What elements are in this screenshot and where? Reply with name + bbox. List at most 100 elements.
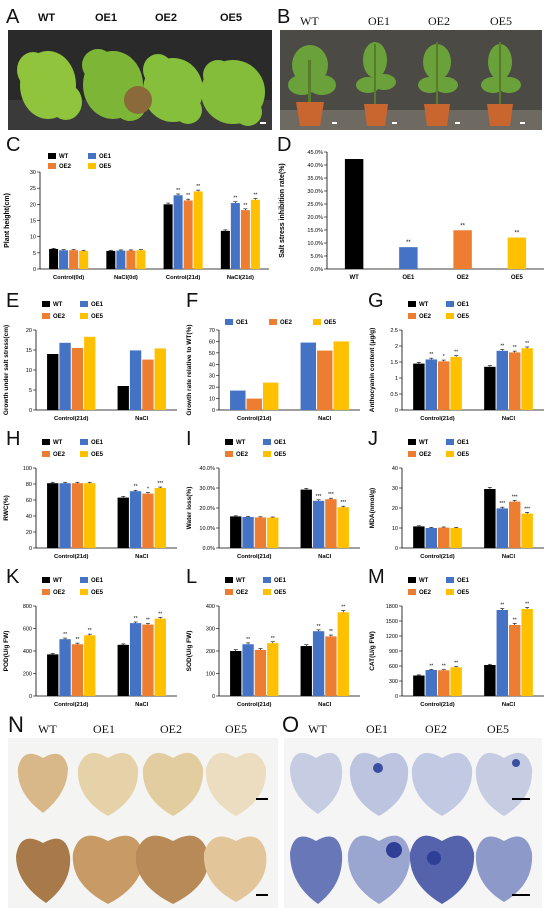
legend-label: OE2 [236, 590, 249, 596]
legend-swatch [263, 451, 271, 457]
y-tick-label: 60 [209, 339, 215, 345]
legend-label: OE2 [53, 314, 66, 320]
y-tick-label: 30.0% [199, 486, 215, 492]
chart-plant-height: 0 5 10 15 20 25 30 Plant height(cm) Control(0d) N… [0, 150, 275, 285]
legend-label: OE1 [274, 578, 287, 584]
chart-svg-M: 0 300 600 900 1200 1500 1800 CAT(U/g FW) ** ** ** C… [369, 577, 544, 708]
legend-label: OE5 [324, 320, 337, 326]
panel-letter-D: D [277, 134, 292, 156]
y-tick-label: 2 [395, 344, 398, 350]
significance-label: ** [525, 602, 529, 608]
chart-growth-rate: 0 10 20 30 40 50 60 70 Growth rate relative to W… [183, 296, 366, 426]
bar [230, 516, 242, 548]
legend-label: OE2 [419, 590, 432, 596]
legend-swatch [408, 301, 416, 307]
x-tick-label: Control(21d) [420, 416, 455, 422]
bar [230, 651, 242, 696]
y-tick-label: 40.0% [307, 163, 323, 169]
bar [84, 483, 96, 548]
bar [496, 350, 508, 410]
bar [71, 348, 84, 410]
significance-label: ** [246, 637, 250, 643]
legend-swatch [42, 439, 50, 445]
significance-label: ** [233, 196, 237, 202]
chart-svg-L: 0 100 200 300 400 SOD(U/g FW) ** ** Control(21d)… [186, 577, 360, 708]
y-tick-label: 20 [209, 385, 215, 391]
panel-A-label-oe2: OE2 [155, 12, 178, 24]
chart-svg-F: 0 10 20 30 40 50 60 70 Growth rate relative to W… [186, 319, 360, 422]
legend-label: OE2 [419, 314, 432, 320]
panel-letter-A: A [6, 6, 20, 28]
y-tick-label: 10.0% [199, 526, 215, 532]
y-tick-label: 400 [23, 649, 32, 655]
y-axis-label: Salt stress inhibition rate(%) [279, 163, 286, 258]
bar [450, 667, 462, 696]
legend-swatch [446, 589, 454, 595]
bar [337, 612, 349, 696]
bar [521, 609, 533, 696]
bar [69, 250, 79, 269]
legend-label: OE1 [274, 440, 287, 446]
x-tick-label: Control(21d) [54, 702, 89, 708]
panel-letter-G: G [368, 290, 384, 312]
panel-A-label-wt: WT [38, 12, 56, 24]
x-tick-label: OE1 [402, 275, 415, 281]
bar [47, 354, 59, 410]
bar [317, 350, 333, 410]
y-tick-label: 200 [23, 672, 32, 678]
significance-label: ** [88, 628, 92, 634]
panel-letter-L: L [186, 566, 198, 588]
significance-label: ** [500, 344, 504, 350]
legend-label: WT [236, 440, 246, 446]
panel-letter-H: H [6, 428, 21, 450]
y-axis-label: CAT(U/g FW) [369, 631, 376, 671]
legend-swatch [408, 589, 416, 595]
legend-label: WT [236, 578, 246, 584]
legend-label: OE2 [59, 164, 72, 170]
y-axis-label: RWC(%) [3, 495, 10, 521]
significance-label: ** [525, 341, 529, 347]
bar [312, 500, 325, 548]
y-tick-label: 0.0% [202, 546, 215, 552]
legend-label: OE2 [419, 452, 432, 458]
y-tick-label: 1 [395, 376, 398, 382]
significance-label: ** [75, 637, 79, 643]
significance-label: * [443, 354, 445, 360]
bar [300, 646, 312, 696]
bar [129, 623, 142, 696]
x-tick-label: NaCl [135, 554, 149, 560]
bar [59, 639, 71, 696]
y-tick-label: 5 [33, 251, 36, 257]
legend-swatch [42, 577, 50, 583]
y-tick-label: 20 [26, 328, 32, 334]
legend-label: OE1 [91, 578, 104, 584]
panel-B-label-oe1: OE1 [368, 14, 390, 28]
bar [71, 644, 84, 696]
bar [240, 210, 250, 269]
y-tick-label: 40 [392, 466, 398, 472]
panel-letter-O: O [282, 712, 300, 737]
panel-letter-K: K [6, 566, 20, 588]
chart-sod: 0 100 200 300 400 SOD(U/g FW) ** ** Control(21d)… [183, 572, 366, 712]
legend-label: OE1 [99, 154, 112, 160]
chart-svg-D: 0.0% 5.0% 10.0% 15.0% 20.0% 25.0% 30.0% 35.0% 40… [279, 150, 544, 281]
significance-label: *** [499, 501, 505, 507]
bar [59, 483, 71, 548]
legend-swatch [42, 589, 50, 595]
panel-N-label-wt: WT [38, 722, 57, 736]
bar [183, 200, 193, 269]
chart-salt-inhibition: 0.0% 5.0% 10.0% 15.0% 20.0% 25.0% 30.0% 35.0% 40… [275, 140, 550, 285]
significance-label: ** [146, 617, 150, 623]
y-tick-label: 20.0% [199, 506, 215, 512]
x-tick-label: Control(21d) [420, 554, 455, 560]
bar [84, 336, 96, 410]
x-tick-label: NaCl [502, 702, 516, 708]
bar [300, 489, 312, 548]
bar [49, 248, 59, 269]
bar [438, 527, 450, 548]
bar [453, 230, 472, 269]
bar [425, 670, 437, 696]
y-tick-label: 45.0% [307, 150, 323, 156]
y-tick-label: 600 [23, 627, 32, 633]
